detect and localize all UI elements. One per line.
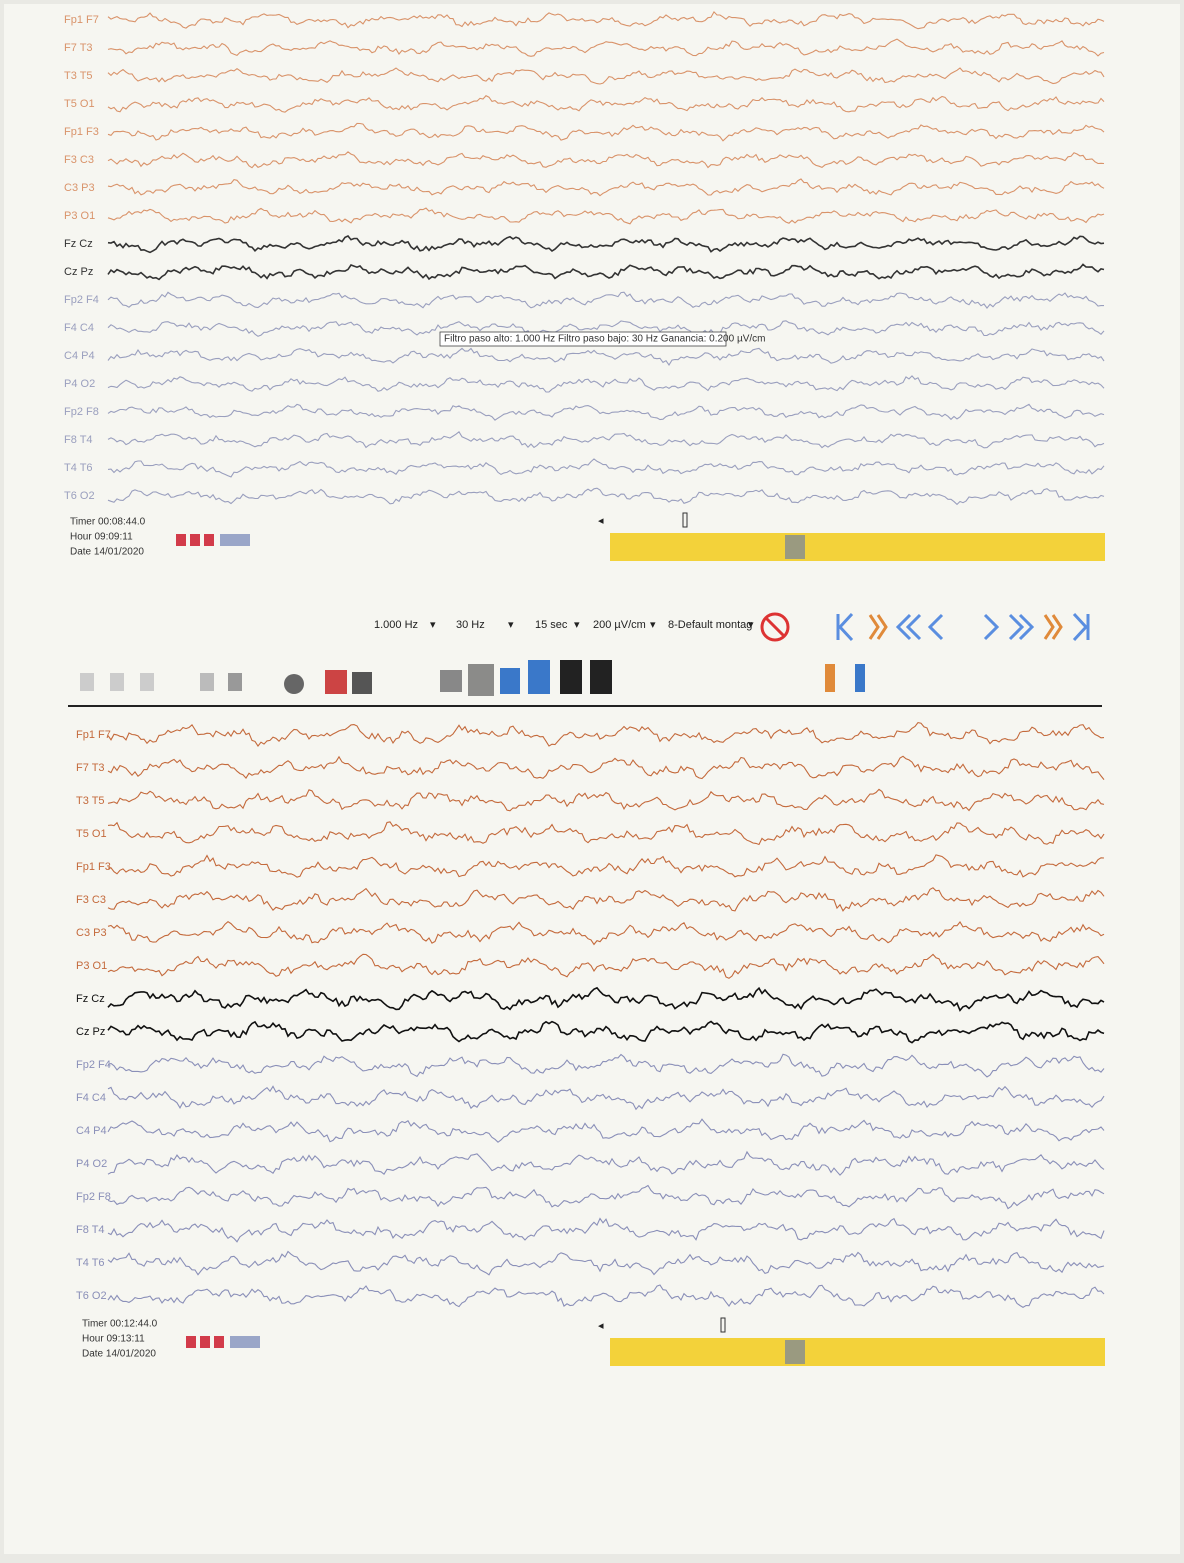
channel-label: Fp2 F8 [76, 1191, 111, 1203]
date: Date 14/01/2020 [82, 1349, 156, 1360]
scroll-track [610, 533, 1105, 561]
channel-label: C3 P3 [64, 182, 95, 194]
tool-icon[interactable] [228, 673, 242, 691]
tool-icon[interactable] [80, 673, 94, 691]
tool-icon[interactable] [140, 673, 154, 691]
dropdown-arrow: ▾ [508, 619, 514, 631]
channel-label: F4 C4 [76, 1092, 106, 1104]
flag-icon [190, 534, 200, 546]
channel-label: Fp2 F8 [64, 406, 99, 418]
channel-label: Fp1 F7 [64, 14, 99, 26]
page: {"panels": [ {"channels": ["Fp1 F7", "F7… [0, 0, 1184, 1558]
tool-icon[interactable] [825, 664, 835, 692]
channel-label: F8 T4 [76, 1224, 105, 1236]
channel-label: F7 T3 [64, 42, 93, 54]
channel-label: C3 P3 [76, 927, 107, 939]
channel-label: F7 T3 [76, 762, 105, 774]
channel-label: P4 O2 [64, 378, 95, 390]
timer: Timer 00:12:44.0 [82, 1319, 158, 1330]
duration-select[interactable]: 15 sec [535, 619, 568, 631]
channel-label: F4 C4 [64, 322, 94, 334]
scroll-left: ◂ [598, 1320, 604, 1332]
channel-label: T6 O2 [76, 1290, 107, 1302]
dropdown-arrow: ▾ [650, 619, 656, 631]
hour: Hour 09:09:11 [70, 532, 133, 543]
tool-icon[interactable] [325, 670, 347, 694]
dropdown-arrow: ▾ [574, 619, 580, 631]
channel-label: P4 O2 [76, 1158, 107, 1170]
eeg-printout: 1.000 Hz ▾ 30 Hz ▾ 15 sec ▾ 200 µV/cm ▾ … [0, 0, 1184, 1558]
tool-icon[interactable] [352, 672, 372, 694]
channel-label: T6 O2 [64, 490, 95, 502]
channel-label: Fp2 F4 [64, 294, 99, 306]
tool-icon[interactable] [500, 668, 520, 694]
channel-label: T4 T6 [76, 1257, 105, 1269]
channel-label: Fp1 F3 [64, 126, 99, 138]
tool-icon[interactable] [855, 664, 865, 692]
paper [4, 4, 1180, 1554]
scroll-thumb [785, 1340, 805, 1364]
hour: Hour 09:13:11 [82, 1334, 145, 1345]
timer: Timer 00:08:44.0 [70, 517, 146, 528]
channel-label: Fp1 F7 [76, 729, 111, 741]
tool-icon [220, 534, 250, 546]
scroll-track [610, 1338, 1105, 1366]
flag-icon [214, 1336, 224, 1348]
flag-icon [204, 534, 214, 546]
tool-icon[interactable] [468, 664, 494, 696]
channel-label: Fp1 F3 [76, 861, 111, 873]
channel-label: Fz Cz [64, 238, 93, 250]
channel-label: T3 T5 [64, 70, 93, 82]
channel-label: F8 T4 [64, 434, 93, 446]
tool-icon[interactable] [110, 673, 124, 691]
channel-label: P3 O1 [64, 210, 95, 222]
scroll-left: ◂ [598, 515, 604, 527]
tool-icon[interactable] [284, 674, 304, 694]
channel-label: P3 O1 [76, 960, 107, 972]
flag-icon [186, 1336, 196, 1348]
tool-icon[interactable] [440, 670, 462, 692]
montage-select[interactable]: 8-Default montag [668, 619, 752, 631]
flag-icon [200, 1336, 210, 1348]
channel-label: Cz Pz [76, 1026, 105, 1038]
annotation: Filtro paso alto: 1.000 Hz Filtro paso b… [444, 334, 765, 345]
channel-label: F3 C3 [64, 154, 94, 166]
tool-icon [230, 1336, 260, 1348]
tool-icon[interactable] [590, 660, 612, 694]
flag-icon [176, 534, 186, 546]
dropdown-arrow: ▾ [430, 619, 436, 631]
tool-icon[interactable] [560, 660, 582, 694]
high-pass-select[interactable]: 1.000 Hz [374, 619, 418, 631]
date: Date 14/01/2020 [70, 547, 144, 558]
tool-icon[interactable] [200, 673, 214, 691]
channel-label: F3 C3 [76, 894, 106, 906]
dropdown-arrow: ▾ [748, 619, 754, 631]
channel-label: T4 T6 [64, 462, 93, 474]
low-pass-select[interactable]: 30 Hz [456, 619, 485, 631]
channel-label: Cz Pz [64, 266, 93, 278]
gain-select[interactable]: 200 µV/cm [593, 619, 646, 631]
channel-label: C4 P4 [64, 350, 95, 362]
channel-label: T5 O1 [64, 98, 95, 110]
tool-icon[interactable] [528, 660, 550, 694]
scroll-thumb [785, 535, 805, 559]
channel-label: Fp2 F4 [76, 1059, 111, 1071]
channel-label: C4 P4 [76, 1125, 107, 1137]
channel-label: T3 T5 [76, 795, 105, 807]
channel-label: Fz Cz [76, 993, 105, 1005]
channel-label: T5 O1 [76, 828, 107, 840]
